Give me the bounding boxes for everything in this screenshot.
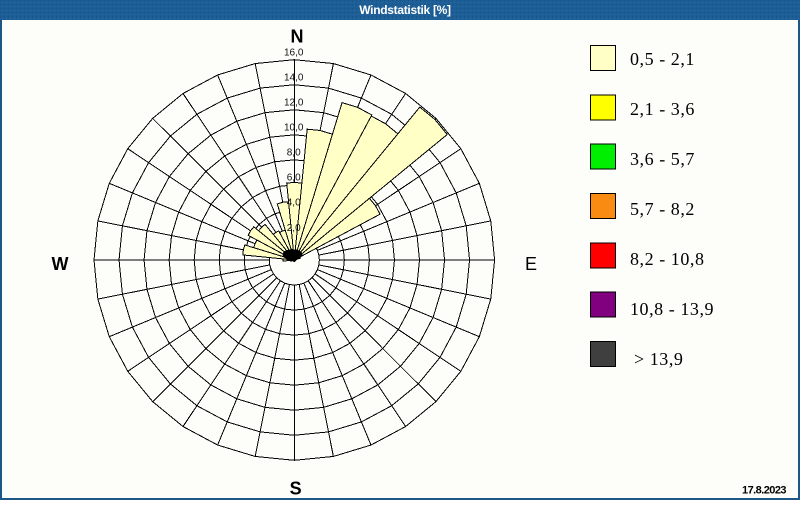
svg-text:17.8.2023: 17.8.2023 — [742, 484, 786, 496]
svg-text:12,0: 12,0 — [284, 98, 304, 109]
svg-text:4,0: 4,0 — [287, 198, 301, 209]
svg-text:> 13,9: > 13,9 — [634, 349, 683, 369]
svg-text:10,8 - 13,9: 10,8 - 13,9 — [630, 299, 714, 319]
svg-text:0,5 - 2,1: 0,5 - 2,1 — [630, 49, 695, 69]
svg-text:16,0: 16,0 — [284, 48, 304, 59]
svg-text:10,0: 10,0 — [284, 123, 304, 134]
svg-text:Windstatistik [%]: Windstatistik [%] — [359, 3, 451, 17]
svg-text:W: W — [52, 254, 69, 274]
svg-text:N: N — [291, 26, 304, 46]
svg-text:14,0: 14,0 — [284, 73, 304, 84]
svg-text:E: E — [525, 254, 537, 274]
svg-text:2,1 - 3,6: 2,1 - 3,6 — [630, 99, 695, 119]
svg-text:S: S — [290, 478, 302, 498]
svg-text:8,2 - 10,8: 8,2 - 10,8 — [630, 249, 705, 269]
svg-text:3,6 - 5,7: 3,6 - 5,7 — [630, 149, 695, 169]
svg-text:6,0: 6,0 — [287, 173, 301, 184]
svg-text:5,7 - 8,2: 5,7 - 8,2 — [630, 199, 695, 219]
svg-text:2,0: 2,0 — [287, 223, 301, 234]
svg-text:8,0: 8,0 — [287, 148, 301, 159]
